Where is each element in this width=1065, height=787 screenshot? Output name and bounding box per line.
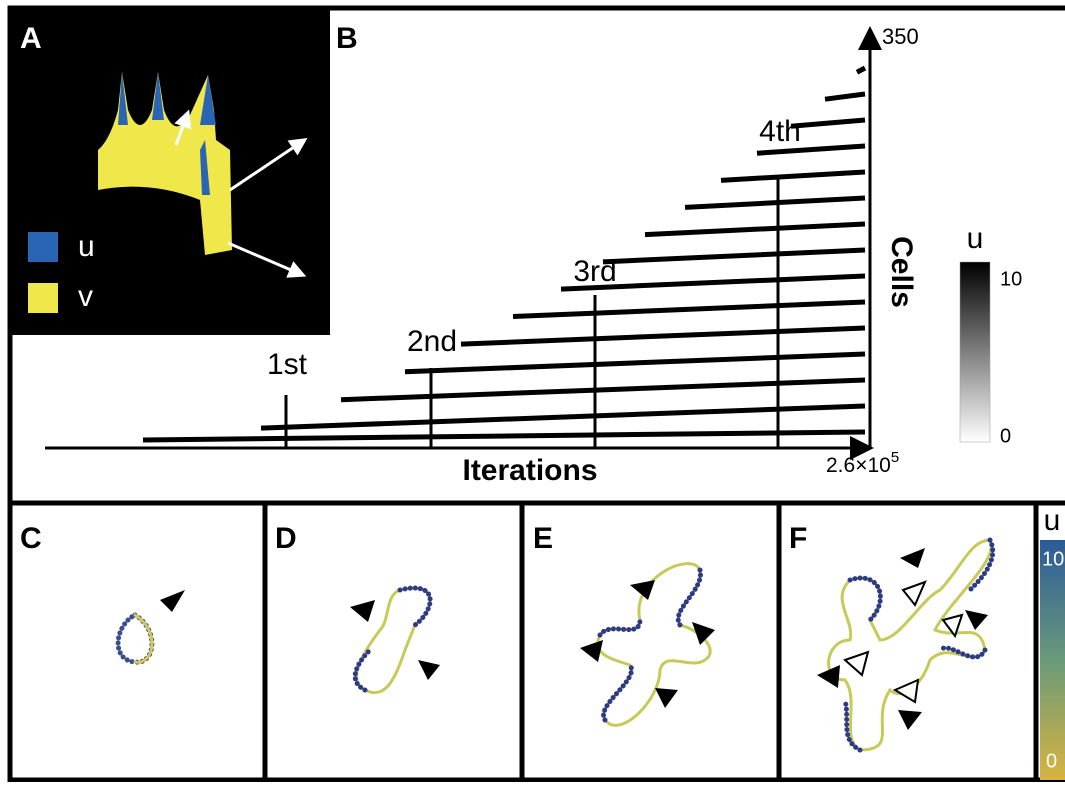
colorbar — [960, 262, 990, 442]
arrowhead — [965, 610, 988, 630]
colorbar-title: u — [1044, 504, 1061, 537]
kymo-stripe — [341, 380, 865, 400]
y-axis-label: Cells — [885, 236, 918, 308]
kymo-stripe — [603, 250, 865, 262]
arrowhead — [350, 600, 375, 622]
colorbar-min: 0 — [1046, 750, 1057, 772]
open-arrowhead — [903, 582, 925, 605]
event-label: 1st — [267, 348, 308, 381]
arrowheads — [160, 548, 988, 730]
kymo-stripe — [143, 432, 865, 440]
legend-swatch — [28, 232, 58, 262]
colorbar-max: 10 — [1000, 268, 1022, 290]
arrowhead — [692, 622, 715, 645]
kymo-stripe — [513, 302, 865, 317]
panel-label: C — [20, 522, 42, 555]
arrowhead — [580, 640, 603, 662]
kymo-stripe — [461, 328, 865, 344]
legend-label: u — [78, 230, 95, 263]
y-axis-max: 350 — [882, 24, 919, 49]
x-axis-max-exponent: 5 — [891, 449, 899, 466]
event-lines — [286, 175, 778, 448]
kymo-stripe — [721, 172, 865, 180]
arrowhead — [160, 590, 185, 612]
open-arrowheads — [845, 582, 962, 702]
x-axis-max-base: 2.6×10 — [826, 454, 891, 477]
arrowhead — [898, 710, 922, 730]
panel-label: F — [789, 522, 807, 555]
cell-loop — [845, 540, 993, 750]
panel-label: E — [533, 522, 553, 555]
kymo-stripe — [685, 198, 865, 207]
event-label: 2nd — [407, 325, 457, 358]
legend-label: v — [78, 280, 93, 313]
kymo-stripe — [645, 224, 865, 235]
panel-label: A — [20, 22, 42, 55]
arrowhead — [418, 660, 440, 680]
kymo-stripe — [825, 94, 865, 99]
kymo-stripe — [405, 354, 865, 372]
arrowhead — [655, 688, 678, 708]
event-label: 4th — [759, 115, 801, 148]
x-axis-max: 2.6×105 — [826, 449, 899, 477]
x-axis-label: Iterations — [462, 454, 597, 487]
open-arrowhead — [895, 680, 918, 702]
colorbar-title: u — [967, 222, 984, 255]
open-arrowhead — [845, 652, 868, 675]
cell-loop — [118, 615, 152, 662]
kymo-stripe — [857, 68, 865, 72]
panel-label: D — [275, 522, 297, 555]
arrowhead — [900, 548, 925, 568]
kymo-stripe — [261, 406, 865, 428]
colorbar — [1040, 540, 1065, 780]
colorbar-min: 0 — [1000, 425, 1011, 447]
figure: A u v B 350 Cells Iterations 2.6×105 1st… — [0, 0, 1065, 782]
colorbar-max: 10 — [1042, 548, 1064, 570]
panel-label: B — [336, 22, 358, 55]
legend-swatch — [28, 283, 58, 313]
event-label: 3rd — [573, 255, 616, 288]
kymo-stripe — [791, 120, 865, 126]
cell-loop — [135, 615, 152, 662]
